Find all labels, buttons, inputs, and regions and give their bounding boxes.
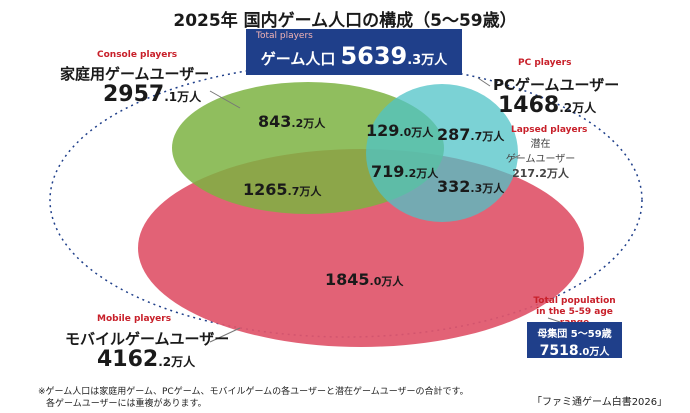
seg-mobile-only-dec: .0万人 [369, 275, 404, 288]
lapsed-value: 217.2万人 [512, 167, 569, 180]
pc-ellipse [366, 84, 518, 222]
pc-label: PCゲームユーザー [493, 76, 620, 94]
total-decimal: .3万人 [407, 53, 448, 68]
lapsed-line2: ゲームユーザー [505, 154, 576, 165]
console-total: 2957.1万人 [103, 82, 201, 107]
population-en-line1: Total population [533, 296, 616, 306]
console-leader [209, 90, 241, 109]
mobile-decimal: .2万人 [158, 355, 196, 369]
total-number: 5639 [340, 42, 408, 70]
console-en-label: Console players [97, 50, 178, 60]
pc-leader [477, 77, 491, 87]
lapsed-en-label: Lapsed players [511, 125, 588, 135]
seg-all-three-dec: .2万人 [404, 167, 439, 180]
seg-pc-mobile-num: 332 [437, 177, 471, 196]
console-label: 家庭用ゲームユーザー [60, 65, 210, 83]
lapsed-block: 潜在 ゲームユーザー 217.2万人 [498, 135, 583, 181]
footnote-line2: 各ゲームユーザーには重複があります。 [46, 399, 207, 409]
pc-total: 1468.2万人 [498, 93, 596, 118]
total-value: ゲーム人口 5639.3万人 [246, 42, 462, 70]
pc-number: 1468 [498, 93, 560, 118]
seg-pc-only-dec: .7万人 [470, 130, 505, 143]
mobile-en-label: Mobile players [97, 314, 172, 324]
population-leader [547, 317, 561, 323]
seg-mobile-only-num: 1845 [325, 270, 370, 289]
pc-decimal: .2万人 [559, 101, 597, 115]
total-population-outline [49, 62, 643, 338]
segment-console-only: 843.2万人 [258, 112, 325, 131]
total-en-label: Total players [256, 31, 313, 41]
segment-pc-only: 287.7万人 [437, 125, 504, 144]
seg-console-only-num: 843 [258, 112, 292, 131]
footnote-line1: ※ゲーム人口は家庭用ゲーム、PCゲーム、モバイルゲームの各ユーザーと潜在ゲームユ… [38, 387, 469, 397]
total-label: ゲーム人口 [260, 50, 336, 68]
seg-console-pc-num: 129 [366, 121, 400, 140]
mobile-total: 4162.2万人 [97, 347, 195, 372]
seg-console-only-dec: .2万人 [291, 117, 326, 130]
lapsed-line1: 潜在 [530, 139, 551, 150]
pc-en-label: PC players [518, 58, 572, 68]
console-number: 2957 [103, 82, 165, 107]
segment-mobile-only: 1845.0万人 [325, 270, 403, 289]
mobile-number: 4162 [97, 347, 159, 372]
mobile-leader [209, 327, 241, 343]
total-players-box: Total players ゲーム人口 5639.3万人 [246, 29, 462, 75]
population-number: 7518 [539, 343, 579, 359]
mobile-label: モバイルゲームユーザー [65, 330, 230, 348]
population-box: 母集団 5〜59歳 7518.0万人 [527, 322, 622, 359]
population-decimal: .0万人 [578, 347, 610, 358]
lapsed-leader [509, 154, 521, 161]
seg-all-three-num: 719 [371, 162, 405, 181]
page-title: 2025年 国内ゲーム人口の構成（5〜59歳） [173, 11, 517, 31]
seg-pc-only-num: 287 [437, 125, 471, 144]
population-value: 7518.0万人 [527, 340, 622, 359]
seg-console-pc-dec: .0万人 [399, 126, 434, 139]
segment-console-mobile: 1265.7万人 [243, 180, 321, 199]
segment-console-pc: 129.0万人 [366, 121, 433, 140]
console-decimal: .1万人 [164, 90, 202, 104]
seg-console-mobile-dec: .7万人 [287, 185, 322, 198]
segment-all-three: 719.2万人 [371, 162, 438, 181]
segment-pc-mobile: 332.3万人 [437, 177, 504, 196]
source-credit: 「ファミ通ゲーム白書2026」 [532, 397, 668, 408]
seg-pc-mobile-dec: .3万人 [470, 182, 505, 195]
seg-console-mobile-num: 1265 [243, 180, 288, 199]
population-label: 母集団 5〜59歳 [537, 329, 612, 340]
